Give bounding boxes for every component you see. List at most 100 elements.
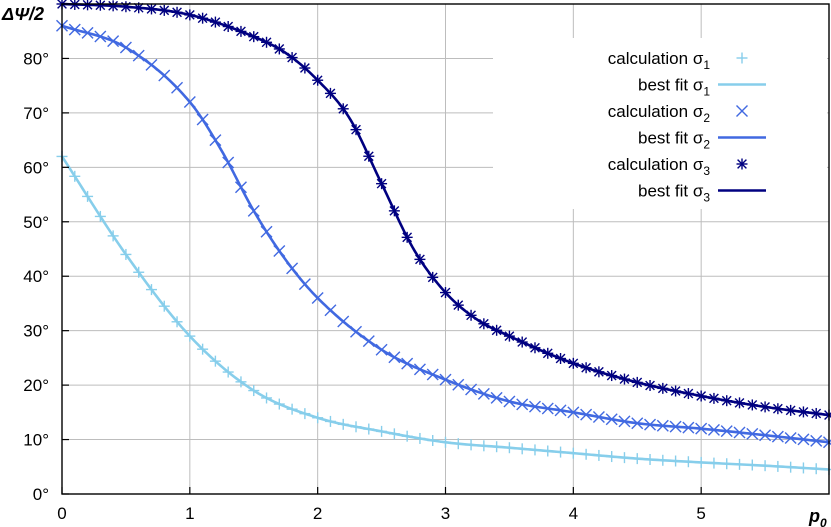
calc-point-sigma3 bbox=[427, 271, 439, 283]
calc-point-sigma1 bbox=[593, 449, 605, 461]
calc-point-sigma3 bbox=[197, 12, 209, 24]
calc-points-sigma2 bbox=[56, 19, 831, 449]
calc-point-sigma2 bbox=[797, 433, 810, 446]
calc-point-sigma1 bbox=[184, 330, 196, 342]
calc-point-sigma3 bbox=[337, 103, 349, 115]
calc-point-sigma1 bbox=[248, 385, 260, 397]
calc-point-sigma3 bbox=[542, 347, 554, 359]
y-tick-label: 60° bbox=[23, 158, 49, 177]
calc-point-sigma2 bbox=[119, 41, 132, 54]
calc-point-sigma3 bbox=[94, 0, 106, 11]
calc-point-sigma3 bbox=[797, 406, 809, 418]
legend-background bbox=[493, 38, 827, 209]
calc-point-sigma3 bbox=[120, 1, 132, 13]
calc-point-sigma1 bbox=[708, 457, 720, 469]
calc-point-sigma2 bbox=[452, 378, 465, 391]
calc-point-sigma3 bbox=[708, 392, 720, 404]
calc-point-sigma2 bbox=[81, 26, 94, 39]
calc-point-sigma1 bbox=[94, 210, 106, 222]
calc-point-sigma3 bbox=[580, 362, 592, 374]
calc-point-sigma3 bbox=[363, 150, 375, 162]
calc-point-sigma1 bbox=[797, 462, 809, 474]
calc-point-sigma1 bbox=[388, 428, 400, 440]
calc-point-sigma3 bbox=[555, 352, 567, 364]
calc-point-sigma3 bbox=[810, 407, 822, 419]
calc-point-sigma2 bbox=[477, 387, 490, 400]
calc-point-sigma1 bbox=[401, 430, 413, 442]
calc-point-sigma3 bbox=[631, 376, 643, 388]
x-tick-label: 1 bbox=[185, 504, 194, 523]
calc-point-sigma3 bbox=[209, 16, 221, 28]
calc-point-sigma3 bbox=[516, 336, 528, 348]
calc-point-sigma2 bbox=[68, 23, 81, 36]
calc-point-sigma2 bbox=[503, 395, 516, 408]
calc-point-sigma1 bbox=[721, 458, 733, 470]
calc-point-sigma2 bbox=[682, 421, 695, 434]
legend: calculation σ1 best fit σ1 calculation σ2 b… bbox=[493, 38, 827, 209]
calc-point-sigma2 bbox=[158, 69, 171, 82]
calc-point-sigma3 bbox=[222, 21, 234, 33]
calc-point-sigma2 bbox=[592, 410, 605, 423]
calc-point-sigma3 bbox=[184, 9, 196, 21]
calc-point-sigma2 bbox=[234, 181, 247, 194]
calc-point-sigma1 bbox=[491, 441, 503, 453]
calc-point-sigma2 bbox=[644, 418, 657, 431]
calc-point-sigma3 bbox=[145, 3, 157, 15]
calc-point-sigma3 bbox=[248, 31, 260, 43]
calc-point-sigma1 bbox=[631, 453, 643, 465]
calc-point-sigma3 bbox=[772, 403, 784, 415]
calc-point-sigma2 bbox=[580, 408, 593, 421]
calc-point-sigma2 bbox=[222, 156, 235, 169]
calc-point-sigma2 bbox=[260, 225, 273, 238]
calc-point-sigma2 bbox=[567, 406, 580, 419]
calc-point-sigma3 bbox=[644, 380, 656, 392]
calc-point-sigma3 bbox=[273, 43, 285, 55]
calc-point-sigma1 bbox=[555, 446, 567, 458]
calc-point-sigma2 bbox=[401, 357, 414, 370]
x-tick-label: 3 bbox=[441, 504, 450, 523]
calc-point-sigma3 bbox=[567, 357, 579, 369]
calc-point-sigma3 bbox=[388, 205, 400, 217]
calc-points-sigma1 bbox=[56, 150, 831, 475]
calc-point-sigma2 bbox=[196, 113, 209, 126]
calc-point-sigma3 bbox=[823, 409, 831, 421]
calc-point-sigma1 bbox=[606, 451, 618, 463]
calc-point-sigma2 bbox=[247, 204, 260, 217]
calc-point-sigma1 bbox=[465, 439, 477, 451]
calc-point-sigma1 bbox=[440, 436, 451, 448]
x-tick-label: 2 bbox=[313, 504, 322, 523]
calc-point-sigma2 bbox=[465, 383, 478, 396]
calc-point-sigma3 bbox=[503, 330, 515, 342]
calc-point-sigma3 bbox=[158, 4, 170, 16]
calc-point-sigma2 bbox=[554, 404, 567, 417]
x-axis-title-sub: 0 bbox=[820, 516, 827, 527]
calc-point-sigma3 bbox=[593, 366, 605, 378]
legend-label-fit-sigma2: best fit σ2 bbox=[638, 129, 710, 152]
calc-point-sigma2 bbox=[695, 422, 708, 435]
calc-point-sigma2 bbox=[324, 304, 337, 317]
calc-point-sigma2 bbox=[183, 96, 196, 108]
calc-point-sigma1 bbox=[273, 398, 285, 410]
calc-point-sigma1 bbox=[82, 190, 94, 202]
calc-point-sigma3 bbox=[785, 404, 797, 416]
calc-point-sigma2 bbox=[618, 415, 631, 428]
calc-point-sigma1 bbox=[69, 170, 81, 182]
calc-point-sigma1 bbox=[158, 300, 170, 312]
calc-point-sigma3 bbox=[657, 382, 669, 394]
calc-point-sigma2 bbox=[362, 335, 375, 348]
calc-point-sigma2 bbox=[413, 363, 426, 376]
x-axis-title-main: p bbox=[808, 506, 820, 526]
calc-point-sigma1 bbox=[810, 463, 822, 475]
calc-point-sigma1 bbox=[376, 425, 388, 437]
calc-point-sigma3 bbox=[682, 388, 694, 400]
legend-marker-sigma1 bbox=[736, 52, 748, 64]
calc-point-sigma1 bbox=[695, 456, 707, 468]
series-layer bbox=[56, 0, 831, 475]
calc-point-sigma1 bbox=[670, 455, 682, 467]
calc-point-sigma1 bbox=[120, 248, 132, 260]
calc-point-sigma1 bbox=[734, 458, 746, 470]
calc-point-sigma3 bbox=[350, 124, 362, 136]
calc-point-sigma3 bbox=[618, 373, 630, 385]
calc-point-sigma2 bbox=[350, 325, 363, 338]
